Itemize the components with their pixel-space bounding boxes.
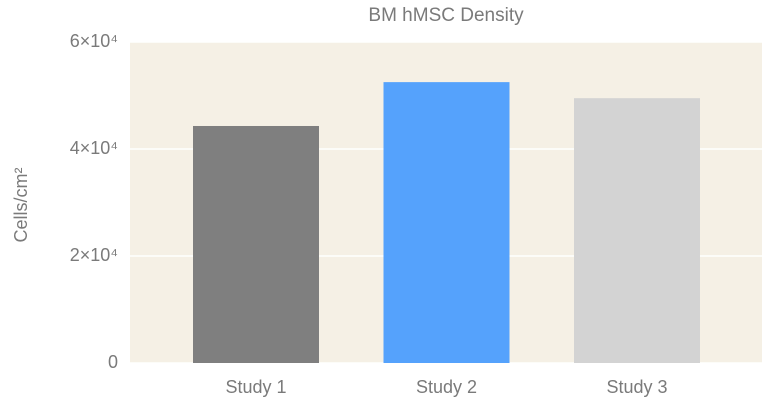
y-tick-label: 0 xyxy=(108,352,118,372)
y-tick-label: 6×10⁴ xyxy=(70,31,118,51)
y-tick-label: 2×10⁴ xyxy=(70,245,118,265)
bar xyxy=(193,125,319,364)
x-tick-label: Study 3 xyxy=(606,377,667,397)
x-tick-label: Study 1 xyxy=(225,377,286,397)
chart-title: BM hMSC Density xyxy=(368,5,524,26)
bar xyxy=(574,98,700,364)
bar xyxy=(383,82,510,363)
y-tick-label: 4×10⁴ xyxy=(70,138,118,158)
y-axis-label: Cells/cm² xyxy=(11,167,31,242)
x-tick-label: Study 2 xyxy=(416,377,477,397)
